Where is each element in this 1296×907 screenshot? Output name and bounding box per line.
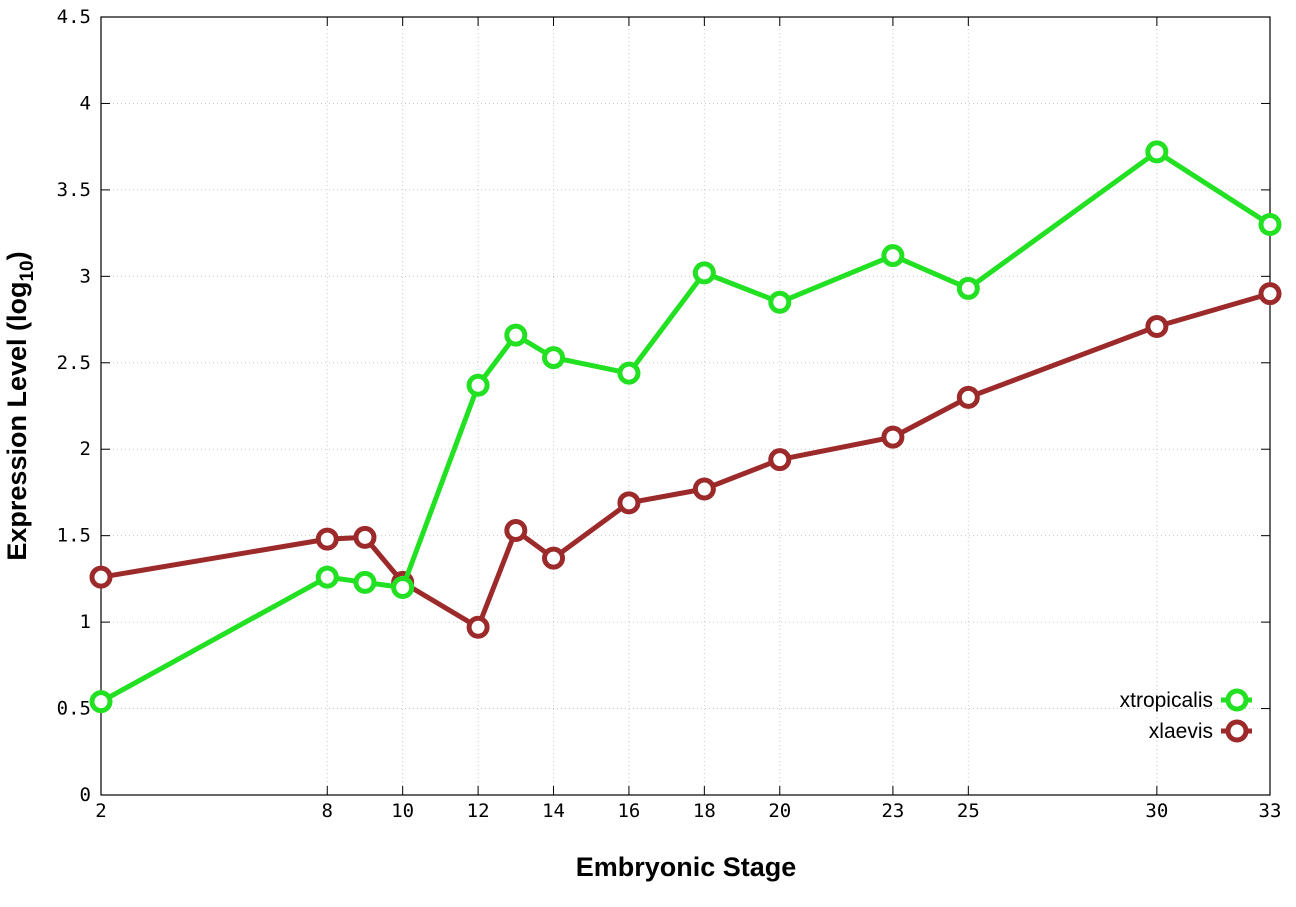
data-point xyxy=(542,346,566,370)
data-point xyxy=(881,244,905,268)
data-point xyxy=(466,373,490,397)
legend-label: xlaevis xyxy=(1149,720,1213,743)
legend: xtropicalis xlaevis xyxy=(1120,688,1252,743)
data-point xyxy=(768,448,792,472)
x-tick-label: 18 xyxy=(693,800,716,822)
legend-marker xyxy=(1225,688,1249,712)
y-axis-title-close: ) xyxy=(2,251,32,260)
y-tick-label: 3 xyxy=(80,265,91,287)
y-tick-label: 1.5 xyxy=(57,525,91,547)
x-tick-label: 16 xyxy=(617,800,640,822)
x-tick-label: 10 xyxy=(391,800,414,822)
legend-item-xlaevis: xlaevis xyxy=(1149,719,1252,743)
y-axis-title: Expression Level (log10) xyxy=(2,251,38,560)
y-tick-label: 3.5 xyxy=(57,179,91,201)
y-tick-label: 0.5 xyxy=(57,698,91,720)
data-point xyxy=(466,615,490,639)
data-point xyxy=(956,276,980,300)
grid-layer xyxy=(101,17,1270,795)
x-axis-title: Embryonic Stage xyxy=(576,852,797,882)
tick-layer: 0 0.5 1 1.5 2 2.5 3 3.5 4 4.5 2 8 10 12 14 16 18 20 23 25 30… xyxy=(57,6,1282,822)
data-point xyxy=(617,491,641,515)
data-point xyxy=(89,565,113,589)
x-tick-label: 30 xyxy=(1145,800,1168,822)
x-tick-label: 14 xyxy=(542,800,565,822)
data-point xyxy=(504,323,528,347)
data-point xyxy=(391,576,415,600)
x-tick-label: 20 xyxy=(768,800,791,822)
data-point xyxy=(768,290,792,314)
data-point xyxy=(542,546,566,570)
series-line xyxy=(99,149,1272,704)
series-layer xyxy=(89,140,1282,714)
data-point xyxy=(353,570,377,594)
data-point xyxy=(1145,314,1169,338)
data-point xyxy=(1258,212,1282,236)
y-tick-label: 2 xyxy=(80,438,91,460)
x-tick-label: 2 xyxy=(95,800,106,822)
data-point xyxy=(353,525,377,549)
data-point xyxy=(692,477,716,501)
data-point xyxy=(692,261,716,285)
series-xtropicalis xyxy=(89,140,1282,714)
y-tick-label: 2.5 xyxy=(57,352,91,374)
legend-marker xyxy=(1225,719,1249,743)
y-axis-title-subscript: 10 xyxy=(17,260,38,281)
y-axis-title-main: Expression Level (log xyxy=(2,282,32,561)
x-tick-label: 33 xyxy=(1259,800,1282,822)
data-point xyxy=(1258,282,1282,306)
x-tick-label: 25 xyxy=(957,800,980,822)
legend-label: xtropicalis xyxy=(1120,689,1213,712)
x-tick-label: 23 xyxy=(881,800,904,822)
legend-item-xtropicalis: xtropicalis xyxy=(1120,688,1252,712)
y-tick-label: 1 xyxy=(80,611,91,633)
data-point xyxy=(1145,140,1169,164)
data-point xyxy=(315,565,339,589)
data-point xyxy=(89,690,113,714)
y-tick-label: 0 xyxy=(80,784,91,806)
series-line xyxy=(100,291,1271,630)
series-xlaevis xyxy=(89,282,1282,639)
y-tick-label: 4 xyxy=(80,92,91,114)
plot-frame xyxy=(100,16,1271,796)
y-tick-label: 4.5 xyxy=(57,6,91,28)
x-tick-label: 12 xyxy=(467,800,490,822)
data-point xyxy=(956,385,980,409)
x-tick-label: 8 xyxy=(322,800,333,822)
data-point xyxy=(881,425,905,449)
data-point xyxy=(617,361,641,385)
data-point xyxy=(315,527,339,551)
data-point xyxy=(504,518,528,542)
